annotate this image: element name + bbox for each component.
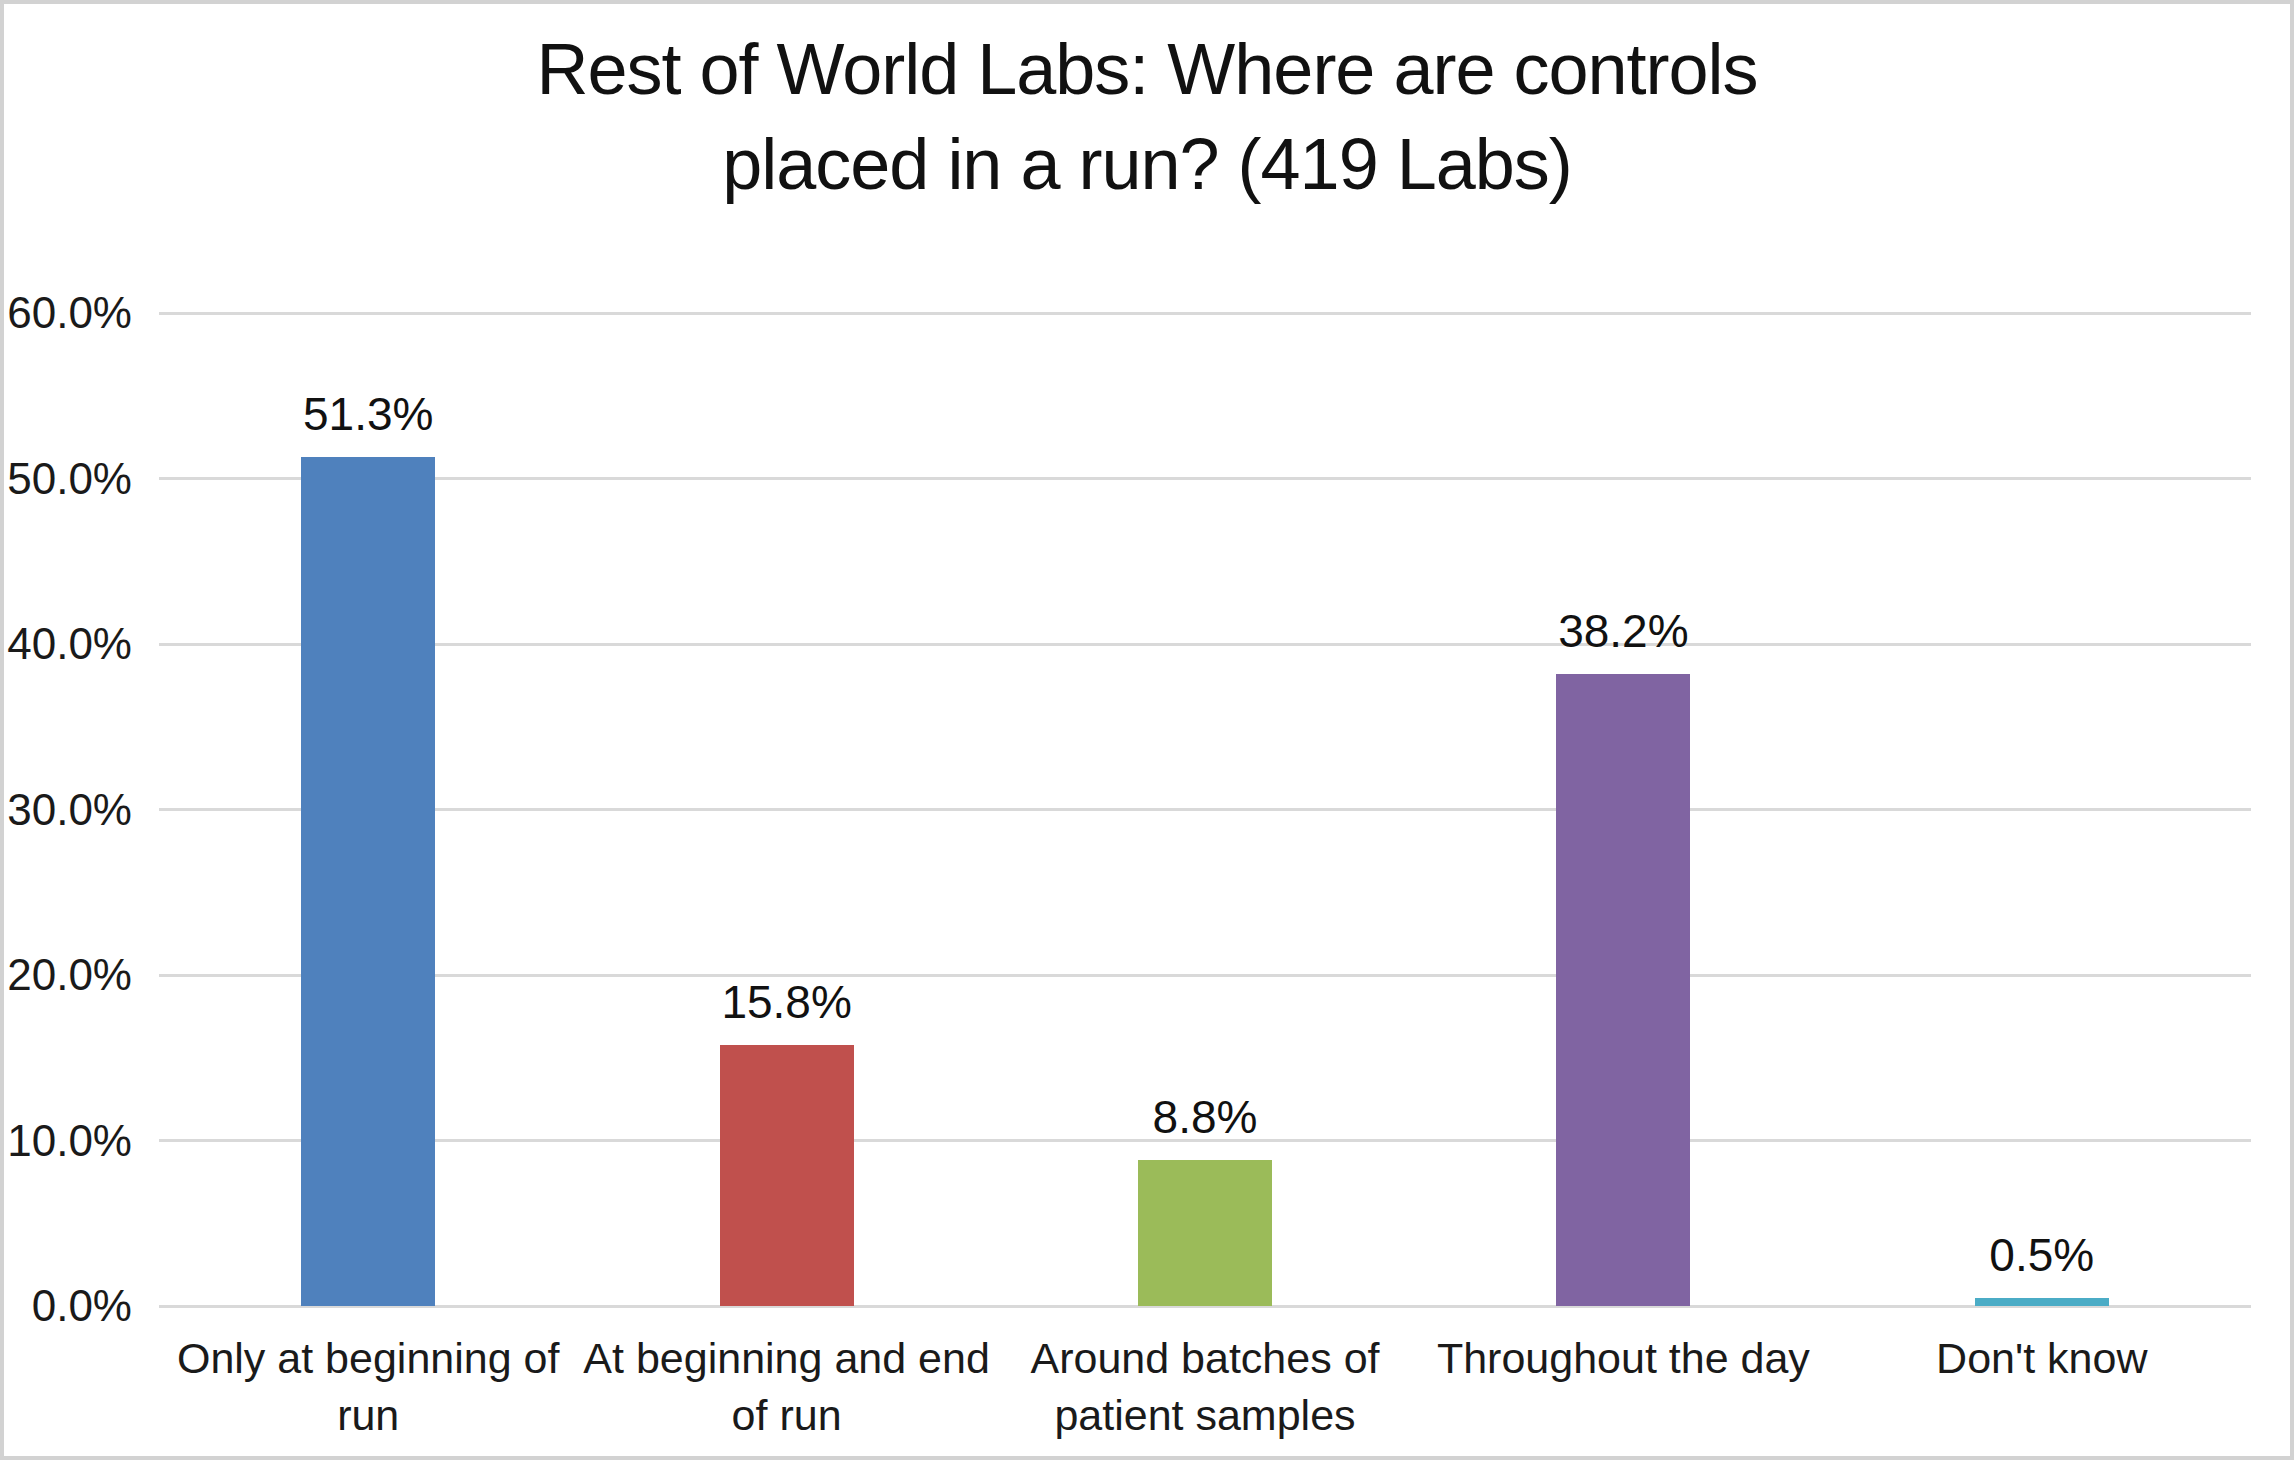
plot-area: 0.0%10.0%20.0%30.0%40.0%50.0%60.0%51.3%O… <box>159 313 2251 1306</box>
x-axis-category-label-don-t-know: Don't know <box>1824 1330 2260 1387</box>
x-axis-category-label-only-at-beginning-of-run: Only at beginning of run <box>150 1330 586 1444</box>
gridline <box>159 643 2251 646</box>
y-axis-tick-label: 60.0% <box>4 283 132 343</box>
bar-only-at-beginning-of-run <box>301 457 435 1306</box>
data-label-throughout-the-day: 38.2% <box>1473 604 1773 658</box>
gridline <box>159 808 2251 811</box>
y-axis-tick-label: 0.0% <box>4 1276 132 1336</box>
y-axis-tick-label: 50.0% <box>4 449 132 509</box>
x-axis-category-label-throughout-the-day: Throughout the day <box>1405 1330 1841 1387</box>
gridline <box>159 477 2251 480</box>
data-label-at-beginning-and-end-of-run: 15.8% <box>637 975 937 1029</box>
y-axis-tick-label: 10.0% <box>4 1111 132 1171</box>
chart-page: Rest of World Labs: Where are controls p… <box>0 0 2294 1460</box>
bar-don-t-know <box>1975 1298 2109 1306</box>
bar-at-beginning-and-end-of-run <box>720 1045 854 1306</box>
data-label-don-t-know: 0.5% <box>1892 1228 2192 1282</box>
y-axis-tick-label: 20.0% <box>4 945 132 1005</box>
chart-title: Rest of World Labs: Where are controls p… <box>4 22 2290 212</box>
y-axis-tick-label: 40.0% <box>4 614 132 674</box>
gridline <box>159 312 2251 315</box>
data-label-around-batches-of-patient-samples: 8.8% <box>1055 1090 1355 1144</box>
y-axis-tick-label: 30.0% <box>4 780 132 840</box>
gridline <box>159 974 2251 977</box>
x-axis-category-label-at-beginning-and-end-of-run: At beginning and end of run <box>569 1330 1005 1444</box>
bar-around-batches-of-patient-samples <box>1138 1160 1272 1306</box>
bar-throughout-the-day <box>1556 674 1690 1306</box>
x-axis-category-label-around-batches-of-patient-samples: Around batches of patient samples <box>987 1330 1423 1444</box>
data-label-only-at-beginning-of-run: 51.3% <box>218 387 518 441</box>
